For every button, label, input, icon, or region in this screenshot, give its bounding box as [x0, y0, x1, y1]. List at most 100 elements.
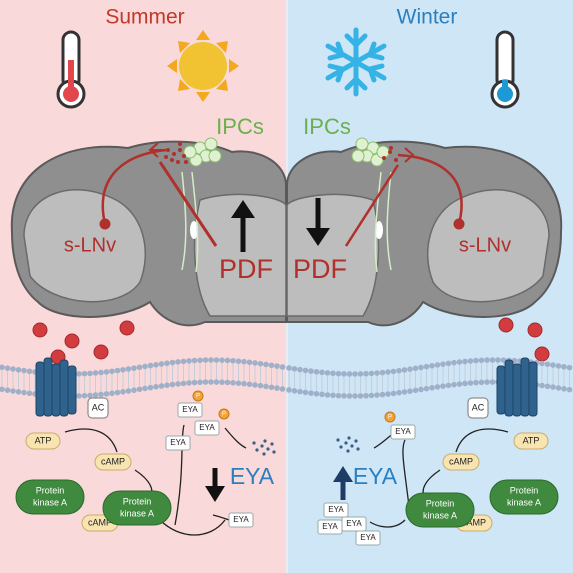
lipid-head: [125, 366, 132, 372]
lipid-head: [484, 357, 490, 363]
lipid-head: [10, 388, 16, 394]
ipcs-label: IPCs: [303, 114, 351, 139]
lipid-head: [246, 381, 253, 388]
lipid-head: [158, 383, 165, 389]
lipid-head: [423, 385, 430, 392]
lipid-head: [379, 369, 386, 376]
lipid-head: [230, 357, 236, 364]
neuron-winter: [344, 146, 465, 247]
lipid-head: [368, 370, 375, 377]
camp-label: cAMP: [101, 456, 125, 466]
eya-label: EYA: [328, 505, 344, 514]
lipid-head: [550, 384, 556, 390]
lipid-head: [440, 361, 446, 367]
lipid-head: [164, 360, 170, 367]
phosphate: [218, 408, 230, 420]
phosphate-label: P: [222, 412, 226, 418]
lipid-head: [539, 360, 545, 367]
phosphate: [192, 390, 204, 402]
lipid-head: [302, 389, 309, 396]
degraded-eya: [272, 450, 276, 454]
eya-box: [165, 435, 191, 451]
eya-box: [194, 420, 220, 436]
lipid-head: [158, 361, 165, 367]
lipid-head: [81, 370, 88, 377]
lipid-head: [241, 358, 247, 365]
lipid-head: [429, 384, 435, 391]
lipid-head: [357, 393, 364, 399]
panel-title: Winter: [397, 6, 458, 29]
lipid-head: [92, 370, 99, 376]
lipid-head: [131, 365, 137, 371]
lipid-head: [467, 380, 474, 386]
lipid-head: [252, 360, 258, 366]
lipid-head: [109, 390, 115, 397]
lipid-head: [335, 392, 342, 399]
lipid-head: [478, 379, 485, 386]
degraded-eya: [344, 441, 348, 445]
lipid-head: [313, 368, 320, 375]
lipid-head: [379, 391, 386, 398]
lipid-head: [346, 371, 353, 377]
lipid-head: [478, 357, 485, 364]
lipid-head: [4, 365, 11, 371]
lipid-head: [92, 392, 99, 398]
lipid-head: [175, 359, 181, 365]
lipid-head: [357, 371, 364, 377]
lipid-head: [274, 385, 280, 391]
lipid-head: [423, 363, 430, 370]
lipid-head: [390, 368, 397, 375]
receptor: [496, 357, 538, 417]
lipid-head: [87, 392, 93, 399]
lipid-head: [153, 361, 159, 368]
degraded-eya: [263, 439, 267, 443]
lipid-head: [396, 389, 402, 396]
lipid-head: [297, 366, 303, 373]
lipid-head: [268, 384, 275, 391]
atp-shape: [25, 432, 61, 450]
pathway-arrows: [64, 424, 509, 536]
pka-shape: [102, 490, 172, 526]
lipid-head: [10, 366, 16, 372]
lipid-head: [180, 380, 187, 387]
lipid-head: [87, 370, 93, 377]
snowflake-icon: [325, 27, 387, 97]
lipid-head: [103, 391, 110, 397]
lipid-head: [308, 368, 314, 374]
pka-label: kinase A: [120, 508, 154, 518]
lipid-head: [313, 390, 320, 397]
ac-shape: [467, 397, 489, 419]
lipid-head: [109, 368, 115, 375]
brain-half: [10, 137, 287, 327]
eya-box: [228, 512, 254, 528]
lipid-head: [103, 369, 110, 375]
eya-label: EYA: [199, 423, 215, 432]
decrease-arrow: [306, 198, 330, 246]
lipid-head: [407, 388, 413, 394]
degraded-eya: [252, 441, 256, 445]
eya-decrease-arrow: [205, 468, 225, 502]
lipid-head: [235, 380, 242, 386]
pka-label: kinase A: [33, 497, 67, 507]
degraded-eya: [266, 447, 270, 451]
lipid-head: [120, 366, 126, 373]
degraded-eya: [346, 449, 350, 453]
lipid-head: [324, 370, 331, 376]
lipid-head: [147, 384, 154, 391]
lipid-head: [368, 392, 375, 399]
lipid-head: [81, 392, 88, 399]
lipid-head: [561, 385, 567, 392]
lipid-head: [302, 367, 309, 374]
lipid-head: [374, 392, 380, 398]
degraded-eya: [347, 436, 351, 440]
lipid-head: [26, 368, 33, 375]
lipid-head: [180, 358, 187, 365]
lipid-head: [147, 362, 154, 369]
eya-box: [355, 530, 381, 546]
lipid-head: [297, 388, 303, 395]
lipid-head: [241, 380, 247, 387]
lipid-head: [186, 380, 192, 386]
lipid-head: [279, 364, 286, 370]
lipid-head: [219, 379, 225, 385]
lipid-head: [473, 357, 479, 364]
